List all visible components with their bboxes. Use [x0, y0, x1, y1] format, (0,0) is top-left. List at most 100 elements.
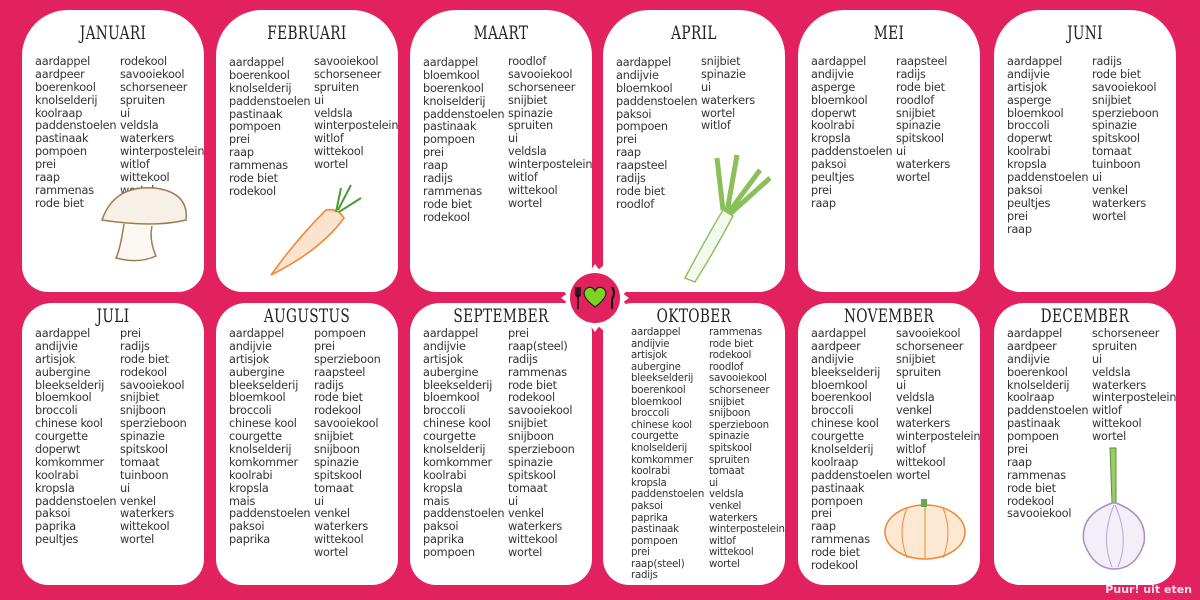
vegetable-item: snijbiet — [508, 417, 548, 431]
vegetable-item: wortel — [314, 546, 349, 560]
vegetable-item: ui — [120, 106, 130, 120]
vegetable-item: aardpeer — [35, 67, 85, 81]
vegetable-item: prei — [508, 327, 529, 340]
carrot-illustration — [270, 184, 362, 276]
vegetable-item: prei — [35, 158, 56, 172]
month-card-maart: MAART aardappel bloemkool boerenkool knolsel… — [410, 10, 593, 292]
vegetable-item: prei — [229, 133, 250, 147]
vegetable-item: veldsla — [508, 145, 547, 159]
vegetable-item: wortel — [314, 158, 349, 172]
vegetable-item: artisjok — [229, 352, 270, 366]
vegetable-item: winterpostelein — [120, 145, 205, 159]
vegetable-item: boerenkool — [423, 81, 484, 95]
vegetable-item: sperzieboon — [1092, 106, 1159, 120]
vegetable-item: waterkers — [709, 512, 758, 524]
vegetable-item: broccoli — [423, 404, 466, 418]
vegetable-item: spitskool — [508, 468, 556, 482]
vegetable-item: paksoi — [229, 520, 265, 534]
vegetable-list-left: aardappel andijvie artisjok aubergine bleeks… — [423, 327, 505, 560]
vegetable-item: wittekool — [508, 533, 558, 547]
vegetable-item: schorseneer — [1092, 327, 1160, 340]
vegetable-item: knolselderij — [423, 94, 486, 108]
vegetable-item: courgette — [811, 430, 864, 444]
vegetable-item: wortel — [701, 106, 736, 120]
vegetable-item: prei — [1007, 209, 1028, 223]
vegetable-item: radijs — [120, 339, 150, 353]
vegetable-item: veldsla — [314, 106, 353, 120]
vegetable-item: bleekselderij — [811, 365, 881, 379]
vegetable-item: witlof — [314, 132, 344, 146]
vegetable-list-right: prei radijs rode biet rodekool savooiekool sn… — [120, 327, 187, 547]
vegetable-item: snijbiet — [1092, 93, 1132, 107]
vegetable-item: winterpostelein — [709, 524, 785, 536]
vegetable-list-right: savooiekool schorseneer snijbiet spruiten ui… — [896, 327, 981, 483]
vegetable-item: pastinaak — [1007, 417, 1061, 431]
vegetable-item: andijvie — [811, 67, 854, 81]
vegetable-item: waterkers — [120, 507, 175, 521]
vegetable-item: rodekool — [314, 404, 361, 418]
vegetable-item: ui — [709, 477, 718, 489]
month-title: JANUARI — [79, 22, 147, 44]
vegetable-item: aardappel — [229, 327, 285, 340]
vegetable-item: koolraap — [1007, 391, 1055, 405]
vegetable-item: bloemkool — [616, 81, 673, 95]
month-title: SEPTEMBER — [453, 305, 549, 327]
vegetable-item: knolselderij — [423, 443, 486, 457]
vegetable-item: wittekool — [1092, 417, 1142, 431]
vegetable-item: pompoen — [229, 120, 281, 134]
vegetable-item: pompoen — [616, 120, 668, 134]
vegetable-item: rodekool — [120, 55, 167, 68]
vegetable-item: raap(steel) — [508, 339, 568, 353]
vegetable-item: spitskool — [120, 443, 168, 457]
vegetable-item: koolraap — [811, 455, 859, 469]
vegetable-item: paddenstoelen — [631, 489, 705, 501]
vegetable-item: spruiten — [314, 80, 359, 94]
onion-illustration — [1082, 447, 1146, 570]
month-card-januari: JANUARI aardappel aardpeer boerenkool knolse… — [22, 10, 205, 292]
vegetable-item: aardpeer — [1007, 339, 1057, 353]
vegetable-item: prei — [314, 339, 335, 353]
vegetable-item: pompoen — [423, 133, 475, 147]
vegetable-item: kropsla — [1007, 158, 1047, 172]
vegetable-item: prei — [1007, 443, 1028, 457]
vegetable-item: rammenas — [709, 327, 762, 338]
vegetable-item: ui — [314, 494, 324, 508]
vegetable-item: paddenstoelen — [229, 507, 311, 521]
vegetable-item: spinazie — [1092, 119, 1137, 133]
vegetable-item: aardappel — [35, 327, 91, 340]
vegetable-item: paddenstoelen — [1007, 404, 1089, 418]
vegetable-item: raapsteel — [314, 365, 366, 379]
vegetable-item: chinese kool — [811, 417, 879, 431]
vegetable-item: rodekool — [120, 365, 167, 379]
vegetable-item: rode biet — [229, 172, 278, 186]
vegetable-item: pompoen — [35, 145, 87, 159]
vegetable-item: rode biet — [896, 80, 945, 94]
vegetable-item: knolselderij — [1007, 378, 1070, 392]
vegetable-item: radijs — [314, 378, 344, 392]
vegetable-item: spitskool — [1092, 132, 1140, 146]
vegetable-item: rammenas — [1007, 468, 1066, 482]
vegetable-item: schorseneer — [120, 80, 188, 94]
vegetable-item: wortel — [896, 468, 931, 482]
vegetable-item: bloemkool — [1007, 106, 1064, 120]
vegetable-item: wortel — [120, 533, 155, 547]
vegetable-item: artisjok — [631, 350, 667, 362]
vegetable-item: asperge — [1007, 93, 1052, 107]
vegetable-item: andijvie — [631, 338, 670, 350]
vegetable-item: tomaat — [1092, 145, 1132, 159]
vegetable-item: witlof — [120, 158, 150, 172]
vegetable-item: witlof — [1092, 404, 1122, 418]
vegetable-item: spinazie — [508, 455, 553, 469]
vegetable-item: aardappel — [1007, 55, 1063, 68]
vegetable-item: roodlof — [508, 55, 547, 68]
vegetable-item: paprika — [229, 533, 270, 547]
vegetable-item: witlof — [508, 171, 538, 185]
vegetable-item: winterpostelein — [896, 430, 981, 444]
vegetable-item: knolselderij — [229, 443, 292, 457]
vegetable-item: bloemkool — [423, 391, 480, 405]
vegetable-item: spitskool — [709, 442, 752, 454]
vegetable-item: boerenkool — [229, 68, 290, 82]
vegetable-item: spruiten — [896, 365, 941, 379]
vegetable-item: spitskool — [314, 468, 362, 482]
vegetable-item: paksoi — [811, 158, 847, 172]
